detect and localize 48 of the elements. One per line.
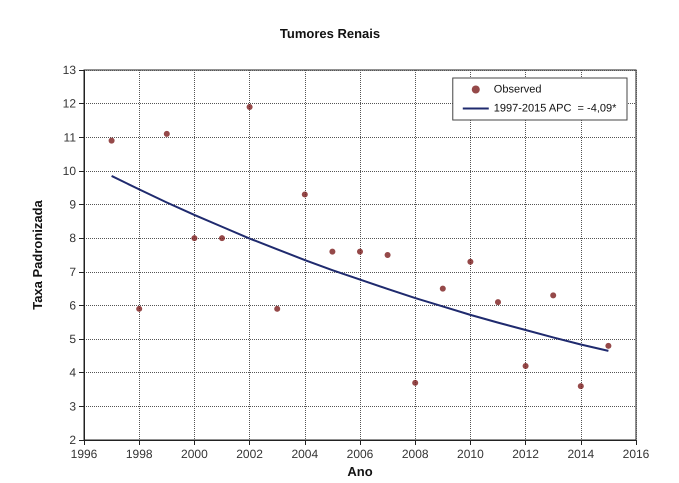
point xyxy=(467,258,474,265)
point xyxy=(384,252,391,258)
line-series xyxy=(110,174,610,352)
y-tick-label: 4 xyxy=(69,366,76,380)
point xyxy=(605,342,612,349)
x-tick-label: 2002 xyxy=(236,447,264,461)
y-tick-label: 8 xyxy=(69,231,76,246)
point xyxy=(495,299,501,306)
x-tick-label: 2008 xyxy=(402,447,429,461)
x-tick-label: 2000 xyxy=(181,447,208,461)
y-tick-label: 12 xyxy=(62,96,76,111)
y-tick-label: 3 xyxy=(69,399,76,414)
y-tick-label: 2 xyxy=(69,433,76,447)
point xyxy=(302,191,308,198)
point xyxy=(522,363,529,369)
x-tick-label: 1998 xyxy=(126,447,153,461)
y-tick-label: 11 xyxy=(64,130,76,144)
y-tick-label: 5 xyxy=(69,332,76,346)
y-axis-title: Taxa Padronizada xyxy=(30,199,45,310)
point xyxy=(191,235,198,242)
point xyxy=(578,383,584,390)
x-tick-label: 1996 xyxy=(70,447,98,461)
point xyxy=(274,306,280,312)
legend-label: 1997-2015 APC = -4,09* xyxy=(494,102,618,114)
point xyxy=(219,235,225,242)
point xyxy=(329,248,336,255)
point xyxy=(246,104,253,110)
y-tick-label: 6 xyxy=(69,298,76,312)
point xyxy=(357,248,363,255)
point xyxy=(550,292,556,298)
legend-label: Observed xyxy=(494,84,542,96)
point xyxy=(136,306,142,312)
x-tick-label: 2016 xyxy=(622,447,650,461)
point xyxy=(108,138,115,144)
x-tick-label: 2006 xyxy=(346,447,374,461)
point xyxy=(440,286,446,292)
x-axis-title: Ano xyxy=(347,464,373,479)
x-tick-label: 2012 xyxy=(512,447,540,461)
y-tick-label: 9 xyxy=(69,198,76,212)
x-tick-label: 2004 xyxy=(291,447,318,461)
point xyxy=(412,380,418,386)
point xyxy=(164,130,170,137)
y-tick-label: 13 xyxy=(62,63,76,77)
y-tick-label: 7 xyxy=(69,264,76,279)
y-tick-label: 10 xyxy=(62,164,76,178)
x-tick-label: 2014 xyxy=(567,447,594,461)
chart-title: Tumores Renais xyxy=(280,26,380,41)
x-tick-label: 2010 xyxy=(457,447,484,461)
